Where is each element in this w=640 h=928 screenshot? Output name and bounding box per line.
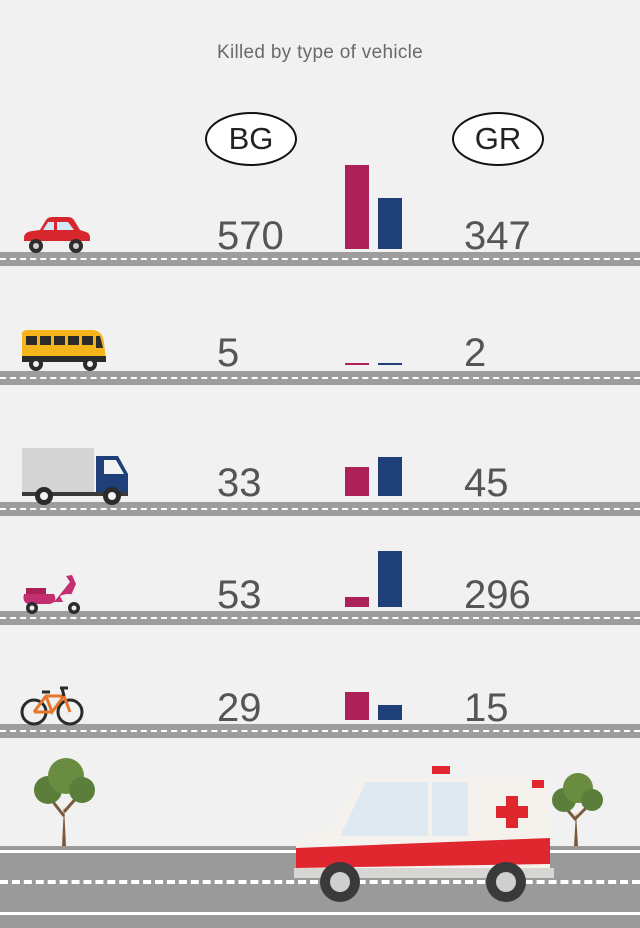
chart-title: Killed by type of vehicle [216, 42, 424, 63]
value-bg-scooter: 53 [217, 573, 262, 617]
value-gr-scooter: 296 [464, 573, 531, 617]
bar-bg-scooter [345, 597, 369, 607]
road-divider [0, 724, 640, 738]
truck-icon [22, 448, 128, 505]
ambulance-icon [294, 766, 554, 902]
bar-gr-scooter [378, 551, 402, 607]
road-divider [0, 611, 640, 625]
tree-icon [552, 773, 603, 846]
legend-bg: BG [205, 112, 297, 166]
scooter-icon [23, 575, 80, 614]
bus-icon [22, 330, 106, 371]
bicycle-icon [20, 686, 84, 726]
value-gr-truck: 45 [464, 461, 509, 505]
road-divider [0, 502, 640, 516]
bar-gr-bicycle [378, 705, 402, 720]
bar-bg-bus [345, 363, 369, 365]
road-divider [0, 371, 640, 385]
bar-bg-car [345, 165, 369, 249]
bar-gr-car [378, 198, 402, 249]
value-gr-car: 347 [464, 214, 531, 258]
value-bg-truck: 33 [217, 461, 262, 505]
car-icon [22, 217, 90, 253]
tree-icon [34, 758, 95, 846]
legend-gr: GR [452, 112, 544, 166]
value-bg-bus: 5 [217, 331, 240, 375]
bar-bg-truck [345, 467, 369, 496]
value-bg-bicycle: 29 [217, 686, 262, 730]
value-gr-bus: 2 [464, 331, 487, 375]
value-gr-bicycle: 15 [464, 686, 509, 730]
bar-gr-truck [378, 457, 402, 496]
bar-bg-bicycle [345, 692, 369, 720]
value-bg-car: 570 [217, 214, 284, 258]
bar-gr-bus [378, 363, 402, 365]
road-divider [0, 252, 640, 266]
